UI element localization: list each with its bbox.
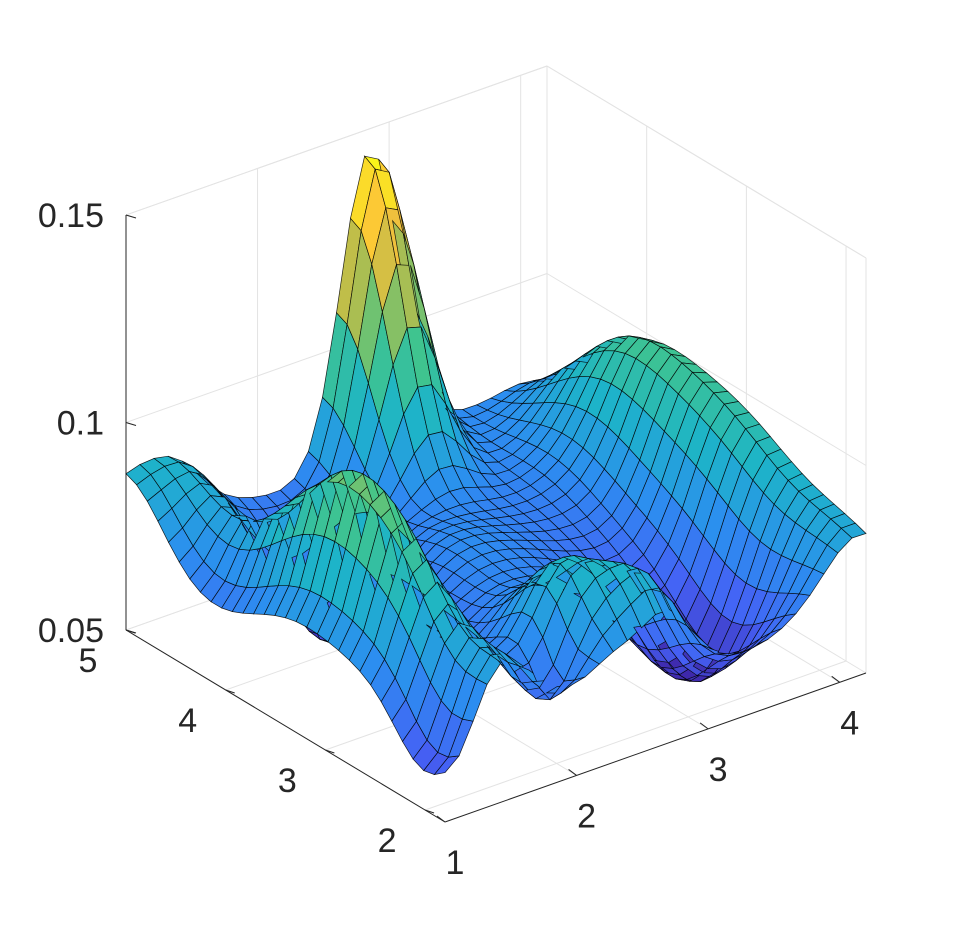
z-tick-label: 0.05: [38, 612, 104, 650]
y-tick-label: 4: [178, 702, 197, 740]
box-edge: [125, 65, 548, 216]
tick-labels: 1 2 3 4 2 3 4 50.05 0.1 0.15: [38, 197, 859, 882]
y-tick-mark: [325, 749, 335, 754]
y-tick-mark: [424, 809, 435, 814]
side-wall-grid-line: [546, 273, 867, 466]
x-tick-label: 1: [446, 844, 465, 882]
x-tick-label: 2: [577, 797, 596, 835]
y-axis-line: [125, 629, 446, 823]
x-tick-mark: [436, 815, 446, 823]
axes-lines: [125, 214, 867, 823]
y-tick-label: 2: [378, 822, 397, 860]
z-tick-label: 0.15: [38, 197, 104, 235]
floor-grid-line: [424, 660, 847, 811]
x-tick-mark: [831, 675, 840, 683]
surface-mesh: [125, 155, 867, 776]
z-tick-mark: [125, 214, 137, 219]
surface-cell: [840, 522, 867, 539]
z-tick-mark: [125, 422, 137, 426]
y-tick-label: 5: [79, 642, 98, 680]
z-tick-mark: [125, 629, 137, 634]
y-tick-label: 3: [278, 762, 297, 800]
x-axis-line: [444, 672, 867, 823]
y-tick-mark: [225, 689, 235, 694]
x-tick-mark: [568, 769, 577, 776]
x-tick-mark: [699, 722, 709, 730]
z-tick-label: 0.1: [57, 405, 104, 443]
x-tick-label: 3: [709, 751, 728, 789]
x-tick-label: 4: [840, 704, 859, 742]
box-edge: [546, 65, 867, 259]
